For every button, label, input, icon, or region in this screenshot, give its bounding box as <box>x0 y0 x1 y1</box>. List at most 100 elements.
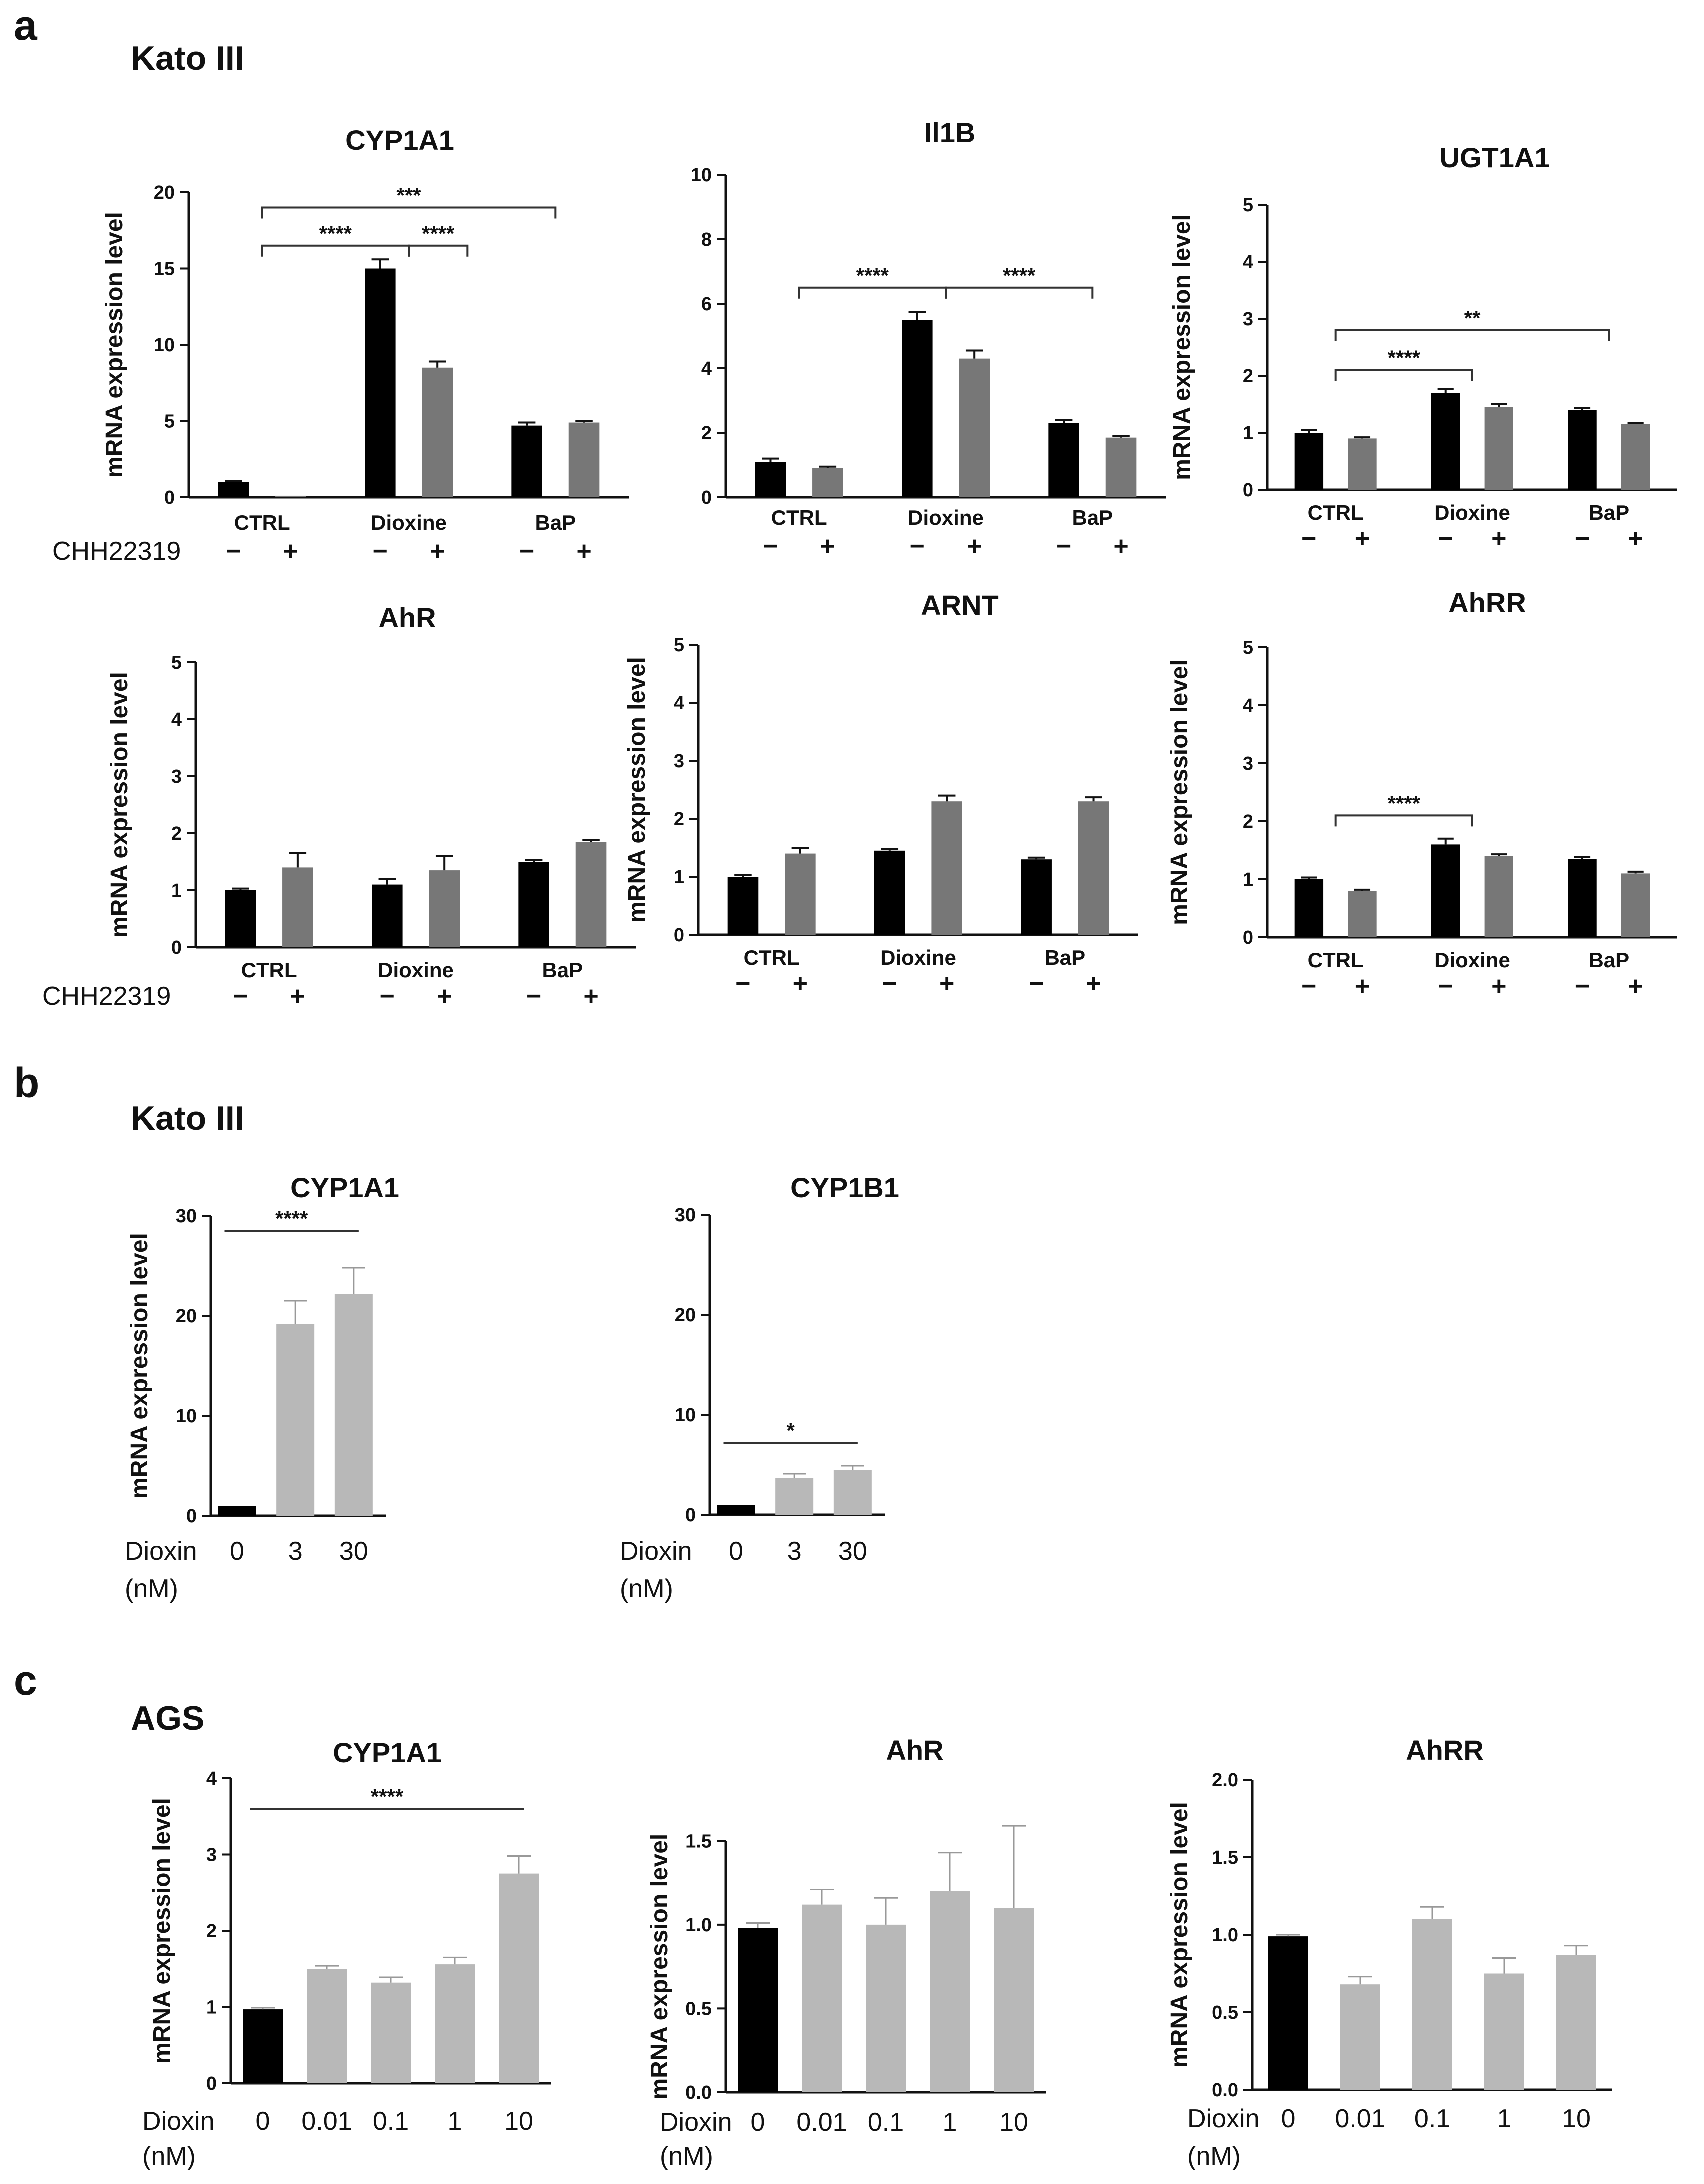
y-tick-label: 6 <box>702 294 712 315</box>
bar-ctrl-plus <box>785 854 816 935</box>
y-tick-label: 2 <box>206 1921 217 1942</box>
y-tick-label: 4 <box>1243 696 1254 716</box>
y-tick-label: 30 <box>675 1205 696 1226</box>
significance-label: **** <box>422 222 455 246</box>
bar-bap-plus <box>576 842 607 948</box>
bar-dose-0 <box>218 1506 256 1516</box>
error-bar <box>1574 407 1591 410</box>
plus-marker: + <box>284 537 298 566</box>
chart-c1: CYP1A1 mRNA expression level 0 1 2 3 4 0 0.01 0.1… <box>142 1737 551 2171</box>
error-bar <box>525 859 543 862</box>
bar-dioxine-plus <box>422 368 453 498</box>
category-label: Dioxine <box>1434 501 1510 524</box>
error-bar <box>938 1852 962 1892</box>
bar-dioxine-plus <box>1484 856 1514 938</box>
significance-bracket <box>261 244 410 257</box>
chart-title: CYP1A1 <box>290 1172 400 1204</box>
y-tick-label: 2.0 <box>1212 1770 1238 1791</box>
category-label: BaP <box>1072 506 1113 530</box>
significance-bracket <box>1334 329 1610 342</box>
bar-dioxine-plus <box>429 870 460 948</box>
y-axis-label: mRNA expression level <box>126 1233 153 1499</box>
y-tick-label: 10 <box>675 1405 696 1426</box>
y-axis-label: mRNA expression level <box>646 1834 673 2100</box>
y-tick-label: 10 <box>154 335 175 356</box>
y-tick-label: 1 <box>206 1998 217 2018</box>
dose-label: 1 <box>1498 2104 1512 2134</box>
chart-title: ARNT <box>921 590 999 621</box>
y-tick-label: 5 <box>1243 638 1254 658</box>
y-tick-label: 1.0 <box>1212 1925 1238 1946</box>
plus-marker: + <box>290 982 306 1011</box>
significance-label: *** <box>396 184 422 208</box>
minus-marker: − <box>1029 970 1044 998</box>
plus-marker: + <box>1628 524 1643 554</box>
bar-bap-plus <box>1078 802 1110 935</box>
chart-a1: CYP1A1 mRNA expression level 0 5 10 15 20 − + CTR… <box>52 124 629 566</box>
error-bar <box>1492 1958 1516 1974</box>
error-bar <box>1438 838 1454 845</box>
chart-c2: AhR mRNA expression level 0.0 0.5 1.0 1.5 0 0.0… <box>646 1734 1046 2171</box>
y-tick-label: 1 <box>1243 870 1254 890</box>
category-label: CTRL <box>234 511 290 534</box>
bar-dose-10 <box>994 1908 1034 2092</box>
significance-label: **** <box>320 222 352 246</box>
bar-dose-0_01 <box>1340 1984 1380 2090</box>
dose-label: 0 <box>1282 2104 1296 2134</box>
y-tick-label: 0.0 <box>1212 2080 1238 2101</box>
dose-label: 1 <box>448 2107 462 2136</box>
dose-label: 0.01 <box>796 2108 847 2137</box>
error-bar <box>1055 419 1073 424</box>
minus-marker: − <box>1056 532 1072 561</box>
significance-label: * <box>786 1419 795 1442</box>
y-tick-label: 2 <box>674 809 684 830</box>
cell-line-title-c: AGS <box>131 1700 204 1738</box>
dose-label: 3 <box>788 1537 802 1566</box>
minus-marker: − <box>882 970 898 998</box>
y-tick-label: 4 <box>674 693 684 714</box>
significance-label: **** <box>1388 346 1421 370</box>
y-axis-label: mRNA expression level <box>624 657 650 923</box>
dioxin-row-label: Dioxin <box>660 2108 732 2137</box>
bar-dioxine-minus <box>365 268 396 498</box>
y-tick-label: 10 <box>691 165 712 186</box>
y-tick-label: 5 <box>1243 195 1254 216</box>
category-label: Dioxine <box>1434 948 1510 972</box>
error-bar <box>1628 870 1644 874</box>
dose-label: 0 <box>729 1537 744 1566</box>
treatment-row-label: CHH22319 <box>52 537 181 566</box>
error-bar <box>1491 854 1508 856</box>
error-bar <box>966 350 984 359</box>
dioxin-unit-label: (nM) <box>620 1574 674 1604</box>
category-label: BaP <box>1044 946 1086 970</box>
minus-marker: − <box>910 532 925 561</box>
significance-label: **** <box>371 1785 404 1808</box>
bar-dose-0_01 <box>802 1904 842 2092</box>
y-tick-label: 3 <box>206 1845 217 1866</box>
bar-dose-0_1 <box>371 1982 411 2084</box>
dose-label: 10 <box>504 2107 534 2136</box>
y-tick-label: 10 <box>176 1406 197 1427</box>
significance-bracket <box>261 206 557 219</box>
y-tick-label: 3 <box>674 751 684 772</box>
y-tick-label: 8 <box>702 230 712 250</box>
bar-bap-plus <box>568 422 600 498</box>
category-label: Dioxine <box>378 958 454 982</box>
y-tick-label: 1 <box>674 867 684 888</box>
bar-ctrl-plus <box>1348 891 1377 938</box>
treatment-row-label: CHH22319 <box>42 982 171 1011</box>
error-bar <box>582 839 600 842</box>
chart-title: AhRR <box>1406 1734 1484 1766</box>
y-axis-label: mRNA expression level <box>149 1798 176 2064</box>
y-tick-label: 0.5 <box>686 1998 712 2020</box>
error-bar <box>518 422 536 426</box>
y-tick-label: 1 <box>172 880 182 902</box>
error-bar <box>1354 888 1371 892</box>
chart-title: CYP1A1 <box>333 1737 442 1768</box>
y-tick-label: 20 <box>154 182 175 204</box>
bar-dose-0 <box>738 1928 778 2092</box>
chart-b2: CYP1B1 0 10 20 30 0 3 30 Dioxin (nM) * <box>620 1172 900 1604</box>
bar-ctrl-minus <box>1294 433 1324 490</box>
